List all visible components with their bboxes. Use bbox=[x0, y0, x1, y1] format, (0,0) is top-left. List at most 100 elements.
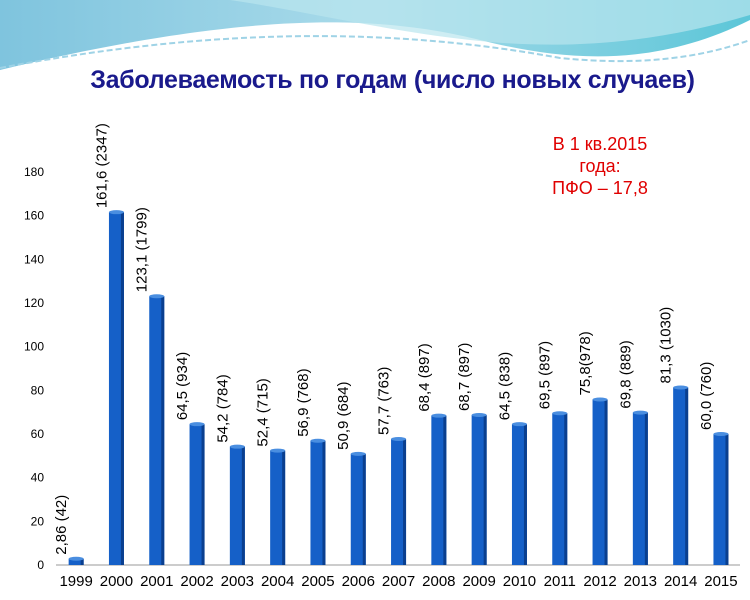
bar-top bbox=[229, 444, 245, 449]
bar-top bbox=[189, 422, 205, 427]
bar-shade bbox=[282, 450, 286, 565]
data-label: 161,6 (2347) bbox=[93, 123, 110, 208]
y-tick-label: 60 bbox=[31, 427, 45, 441]
bar bbox=[310, 440, 326, 565]
data-label: 81,3 (1030) bbox=[658, 307, 675, 384]
data-label: 123,1 (1799) bbox=[134, 207, 151, 292]
x-tick-label: 2015 bbox=[704, 573, 737, 590]
bar-top bbox=[431, 413, 447, 418]
bar-top bbox=[552, 411, 568, 416]
bar bbox=[511, 424, 527, 565]
bar bbox=[391, 439, 407, 565]
x-tick-label: 2000 bbox=[100, 573, 133, 590]
bar-top bbox=[310, 438, 326, 443]
data-label: 68,4 (897) bbox=[416, 343, 433, 411]
bar-shade bbox=[201, 424, 205, 565]
y-tick-label: 140 bbox=[24, 252, 44, 266]
data-label: 75,8(978) bbox=[577, 331, 594, 395]
bar-top bbox=[350, 451, 366, 456]
x-tick-label: 2010 bbox=[503, 573, 536, 590]
x-tick-label: 2012 bbox=[583, 573, 616, 590]
x-tick-label: 2003 bbox=[221, 573, 254, 590]
bar-top bbox=[713, 432, 729, 436]
x-tick-label: 2007 bbox=[382, 573, 415, 590]
bar-top bbox=[270, 448, 286, 453]
x-tick-label: 2006 bbox=[342, 573, 375, 590]
bar bbox=[350, 453, 366, 565]
bar bbox=[108, 212, 124, 565]
bar bbox=[632, 412, 648, 565]
x-tick-label: 2005 bbox=[301, 573, 334, 590]
data-label: 69,8 (889) bbox=[617, 340, 634, 408]
data-label: 68,7 (897) bbox=[456, 343, 473, 411]
bar-shade bbox=[725, 434, 729, 565]
bar-top bbox=[391, 437, 407, 442]
x-tick-label: 2004 bbox=[261, 573, 294, 590]
bar bbox=[552, 413, 568, 565]
bar-top bbox=[471, 413, 487, 418]
data-label: 60,0 (760) bbox=[698, 362, 715, 430]
y-tick-label: 160 bbox=[24, 209, 44, 223]
x-tick-label: 2013 bbox=[624, 573, 657, 590]
bar bbox=[149, 296, 165, 565]
bar-top bbox=[149, 294, 165, 299]
data-label: 57,7 (763) bbox=[376, 367, 393, 435]
data-label: 54,2 (784) bbox=[214, 374, 231, 442]
data-label: 64,5 (934) bbox=[174, 352, 191, 420]
bar-top bbox=[68, 556, 84, 561]
data-label: 56,9 (768) bbox=[295, 368, 312, 436]
y-tick-label: 80 bbox=[31, 383, 45, 397]
bar-shade bbox=[120, 212, 124, 565]
bar-top bbox=[108, 210, 124, 215]
bar bbox=[270, 450, 286, 565]
note-line: ПФО – 17,8 bbox=[552, 178, 648, 198]
bar-shade bbox=[685, 387, 689, 565]
bar-top bbox=[632, 410, 648, 415]
data-label: 64,5 (838) bbox=[496, 352, 513, 420]
bar-top bbox=[511, 422, 527, 427]
bar bbox=[471, 415, 487, 565]
bar bbox=[431, 415, 447, 565]
bar-shade bbox=[644, 412, 648, 565]
x-tick-label: 2002 bbox=[180, 573, 213, 590]
x-tick-label: 2014 bbox=[664, 573, 697, 590]
bar-shade bbox=[161, 296, 165, 565]
x-tick-label: 2008 bbox=[422, 573, 455, 590]
bar bbox=[592, 399, 608, 565]
data-label: 69,5 (897) bbox=[537, 341, 554, 409]
header-wave-decoration bbox=[0, 0, 750, 70]
bar-shade bbox=[523, 424, 527, 565]
y-tick-label: 180 bbox=[24, 165, 44, 179]
data-label: 52,4 (715) bbox=[255, 378, 272, 446]
note-line: В 1 кв.2015 bbox=[552, 134, 648, 154]
bar bbox=[229, 446, 245, 565]
bar-shade bbox=[80, 558, 84, 565]
bar-shade bbox=[362, 453, 366, 565]
y-tick-label: 40 bbox=[31, 471, 45, 485]
x-tick-label: 2001 bbox=[140, 573, 173, 590]
y-tick-label: 100 bbox=[24, 340, 44, 354]
bar-shade bbox=[403, 439, 407, 565]
bar-top bbox=[592, 397, 608, 402]
data-label: 50,9 (684) bbox=[335, 381, 352, 449]
bar-shade bbox=[483, 415, 487, 565]
y-tick-label: 0 bbox=[37, 558, 44, 572]
x-tick-label: 2009 bbox=[462, 573, 495, 590]
y-tick-label: 120 bbox=[24, 296, 44, 310]
bar bbox=[68, 558, 84, 565]
bar bbox=[713, 434, 729, 565]
annotation-note: В 1 кв.2015 года: ПФО – 17,8 bbox=[530, 133, 670, 199]
bar-shade bbox=[241, 446, 245, 565]
bar-top bbox=[673, 385, 689, 390]
x-tick-label: 2011 bbox=[544, 573, 576, 590]
bar bbox=[673, 387, 689, 565]
bar-shade bbox=[322, 440, 326, 565]
bar-shade bbox=[604, 399, 608, 565]
bar-shade bbox=[564, 413, 568, 565]
chart-title: Заболеваемость по годам (число новых слу… bbox=[90, 66, 695, 94]
data-label: 2,86 (42) bbox=[53, 495, 70, 555]
note-line: года: bbox=[579, 156, 621, 176]
bar bbox=[189, 424, 205, 565]
x-tick-label: 1999 bbox=[59, 573, 92, 590]
